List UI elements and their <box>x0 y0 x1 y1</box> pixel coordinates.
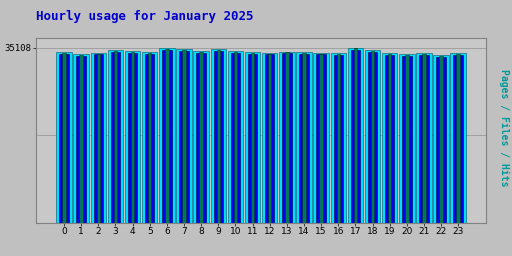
Bar <box>299 54 309 223</box>
Bar <box>131 52 134 223</box>
Bar <box>97 54 100 223</box>
Bar <box>433 55 449 223</box>
Bar <box>439 56 443 223</box>
Bar <box>316 54 326 223</box>
Bar <box>165 49 168 223</box>
Bar <box>268 54 271 223</box>
Bar <box>159 48 175 223</box>
Bar <box>331 53 346 223</box>
Bar <box>62 53 66 223</box>
Bar <box>351 50 360 223</box>
Bar <box>296 52 312 223</box>
Bar <box>368 52 377 223</box>
Bar <box>422 54 425 223</box>
Bar <box>79 55 83 223</box>
Bar <box>197 53 206 223</box>
Bar <box>108 50 123 223</box>
Bar <box>436 57 446 223</box>
Bar <box>76 56 86 223</box>
Bar <box>265 54 274 223</box>
Bar <box>302 53 306 223</box>
Bar <box>248 54 257 223</box>
Bar <box>59 54 69 223</box>
Bar <box>210 49 226 223</box>
Bar <box>399 54 415 223</box>
Bar <box>333 55 343 223</box>
Bar <box>285 52 289 223</box>
Bar <box>416 53 432 223</box>
Text: Pages / Files / Hits: Pages / Files / Hits <box>499 69 509 187</box>
Bar <box>199 52 203 223</box>
Bar <box>114 51 117 223</box>
Bar <box>94 54 103 223</box>
Bar <box>125 51 140 223</box>
Bar <box>419 55 429 223</box>
Bar <box>388 54 391 223</box>
Bar <box>56 52 72 223</box>
Bar <box>217 50 220 223</box>
Bar <box>457 54 460 223</box>
Bar <box>162 50 172 223</box>
Bar <box>73 54 89 223</box>
Bar <box>354 48 357 223</box>
Bar <box>148 53 152 223</box>
Bar <box>194 51 209 223</box>
Bar <box>145 54 155 223</box>
Bar <box>142 52 157 223</box>
Bar <box>451 53 466 223</box>
Bar <box>111 52 120 223</box>
Text: Hourly usage for January 2025: Hourly usage for January 2025 <box>36 10 253 23</box>
Bar <box>251 53 254 223</box>
Bar <box>454 55 463 223</box>
Bar <box>319 54 323 223</box>
Bar <box>279 52 294 223</box>
Bar <box>402 56 412 223</box>
Bar <box>262 53 278 223</box>
Bar <box>176 49 191 223</box>
Bar <box>231 53 240 223</box>
Bar <box>382 53 397 223</box>
Bar <box>336 54 340 223</box>
Bar <box>385 55 394 223</box>
Bar <box>182 50 186 223</box>
Bar <box>128 53 137 223</box>
Bar <box>371 51 374 223</box>
Bar <box>348 48 363 223</box>
Bar <box>282 53 291 223</box>
Bar <box>405 55 409 223</box>
Bar <box>245 52 260 223</box>
Bar <box>179 51 189 223</box>
Bar <box>313 53 329 223</box>
Bar <box>91 53 106 223</box>
Bar <box>228 51 243 223</box>
Bar <box>365 50 380 223</box>
Bar <box>233 52 237 223</box>
Bar <box>214 51 223 223</box>
